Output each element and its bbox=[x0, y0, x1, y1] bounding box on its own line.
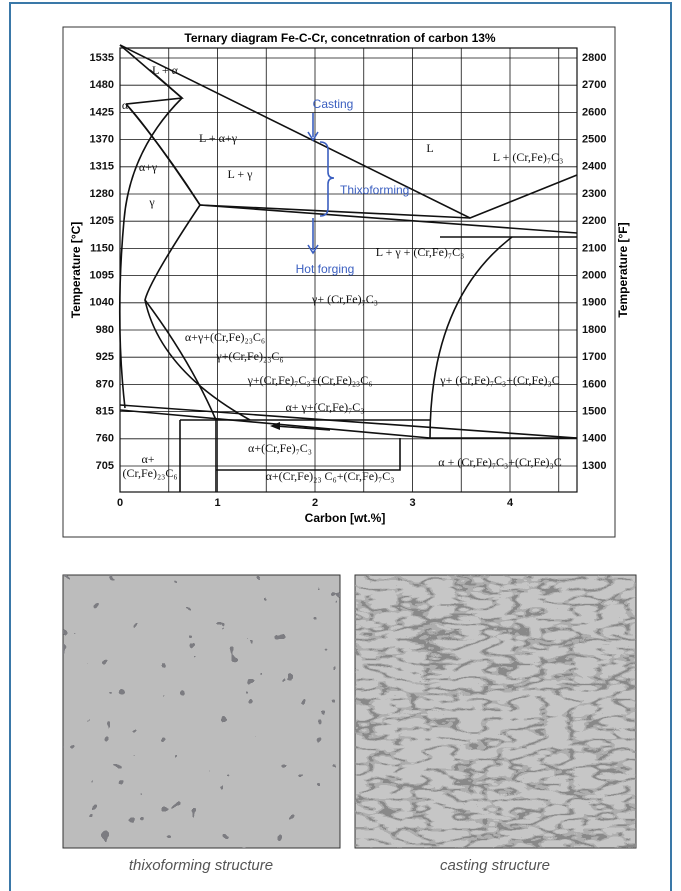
phase-line bbox=[119, 404, 578, 439]
y-tick-label: 2500 bbox=[582, 134, 606, 146]
region-label: α+γ bbox=[139, 160, 158, 174]
region-label: γ+(Cr,Fe)₂₃C₆ bbox=[215, 349, 283, 363]
phase-line bbox=[144, 299, 251, 421]
y-tick-label: 1300 bbox=[582, 460, 606, 472]
region-label: L + γ bbox=[228, 167, 254, 181]
y-tick-label: 2200 bbox=[582, 215, 606, 227]
y-tick-label: 2700 bbox=[582, 79, 606, 91]
y-tick-label: 1425 bbox=[90, 106, 114, 118]
region-label: α+ bbox=[141, 452, 154, 466]
region-label: L + γ + (Cr,Fe)₇C₃ bbox=[376, 245, 465, 259]
region-label: α + (Cr,Fe)₇C₃+(Cr,Fe)₃C bbox=[438, 455, 561, 469]
y-tick-label: 1700 bbox=[582, 351, 606, 363]
process-label: Casting bbox=[313, 97, 354, 111]
region-label: α+ γ+(Cr,Fe)₇C₃ bbox=[285, 400, 364, 414]
x-tick-label: 0 bbox=[117, 497, 123, 509]
y-tick-label: 1500 bbox=[582, 406, 606, 418]
y-tick-label: 2300 bbox=[582, 188, 606, 200]
region-label: L + α bbox=[152, 63, 179, 77]
x-tick-label: 4 bbox=[507, 497, 514, 509]
y-tick-label: 870 bbox=[96, 378, 114, 390]
process-annotations bbox=[307, 113, 335, 255]
y-tick-label: 1900 bbox=[582, 297, 606, 309]
x-tick-label: 2 bbox=[312, 497, 318, 509]
arrow-head bbox=[307, 244, 319, 255]
y-tick-label: 1315 bbox=[90, 161, 114, 173]
region-label: (Cr,Fe)₂₃C₆ bbox=[122, 466, 177, 480]
y-tick-label: 1095 bbox=[90, 270, 114, 282]
y-tick-label: 925 bbox=[96, 351, 114, 363]
y-tick-label: 1370 bbox=[90, 134, 114, 146]
x-tick-label: 1 bbox=[214, 497, 220, 509]
thixoforming-brace bbox=[319, 141, 335, 217]
x-axis-label: Carbon [wt.%] bbox=[305, 511, 386, 525]
y-tick-label: 1600 bbox=[582, 378, 606, 390]
region-label: α+(Cr,Fe)₇C₃ bbox=[248, 441, 312, 455]
phase-line bbox=[118, 219, 126, 409]
y-tick-label: 1535 bbox=[90, 52, 114, 64]
y-tick-label: 2000 bbox=[582, 270, 606, 282]
y-tick-label: 1205 bbox=[90, 215, 114, 227]
y-tick-label: 1480 bbox=[90, 79, 114, 91]
region-label: α bbox=[122, 98, 129, 112]
arrow bbox=[274, 425, 331, 431]
y-tick-label: 1150 bbox=[90, 242, 114, 254]
y-tick-label: 2100 bbox=[582, 242, 606, 254]
y-tick-label: 705 bbox=[96, 460, 114, 472]
x-tick-label: 3 bbox=[409, 497, 415, 509]
region-label: γ+ (Cr,Fe)₇C₃+(Cr,Fe)₃C bbox=[439, 373, 559, 387]
region-label: L bbox=[426, 141, 433, 155]
phase-line bbox=[199, 204, 471, 219]
y-tick-label: 2600 bbox=[582, 106, 606, 118]
y-tick-label: 2400 bbox=[582, 161, 606, 173]
phase-line bbox=[125, 103, 201, 206]
diagram-title: Ternary diagram Fe-C-Cr, concetnration o… bbox=[184, 31, 496, 45]
phase-line bbox=[123, 97, 183, 221]
y-tick-label: 2800 bbox=[582, 52, 606, 64]
phase-line bbox=[179, 420, 401, 492]
grid bbox=[120, 48, 577, 492]
y-tick-label: 1040 bbox=[90, 297, 114, 309]
region-label: L + α+γ bbox=[199, 131, 238, 145]
region-label: γ+ (Cr,Fe)₇C₃ bbox=[311, 292, 378, 306]
y-tick-label: 1800 bbox=[582, 324, 606, 336]
phase-line bbox=[429, 236, 513, 439]
caption: casting structure bbox=[440, 857, 550, 874]
region-label: α+(Cr,Fe)₂₃ C₆+(Cr,Fe)₇C₃ bbox=[266, 469, 395, 483]
y-tick-label: 760 bbox=[96, 433, 114, 445]
process-label: Thixoforming bbox=[340, 183, 409, 197]
y-tick-label: 1280 bbox=[90, 188, 114, 200]
y-axis-right-label: Temperature [°F] bbox=[616, 222, 630, 317]
y-tick-label: 980 bbox=[96, 324, 114, 336]
y-axis-left-label: Temperature [°C] bbox=[69, 222, 83, 319]
phase-line bbox=[149, 69, 183, 99]
caption: thixoforming structure bbox=[129, 857, 273, 874]
region-label: α+γ+(Cr,Fe)₂₃C₆ bbox=[185, 330, 265, 344]
micrograph-texture bbox=[355, 575, 636, 848]
y-tick-label: 1400 bbox=[582, 433, 606, 445]
process-label: Hot forging bbox=[296, 262, 355, 276]
region-label: γ bbox=[148, 195, 155, 209]
region-label: L + (Cr,Fe)₇C₃ bbox=[493, 150, 564, 164]
phase-lines bbox=[118, 44, 578, 492]
page-border bbox=[9, 2, 672, 891]
region-label: γ+(Cr,Fe)₇C₃+(Cr,Fe)₂₃C₆ bbox=[247, 373, 373, 387]
arrow-head bbox=[307, 131, 319, 142]
y-tick-label: 815 bbox=[96, 406, 114, 418]
arrow-head bbox=[270, 422, 280, 430]
micrograph-texture bbox=[63, 575, 340, 848]
labels: 1535 1480 1425 1370 1315 1280 1205 1150 1095 1040… bbox=[90, 52, 607, 509]
